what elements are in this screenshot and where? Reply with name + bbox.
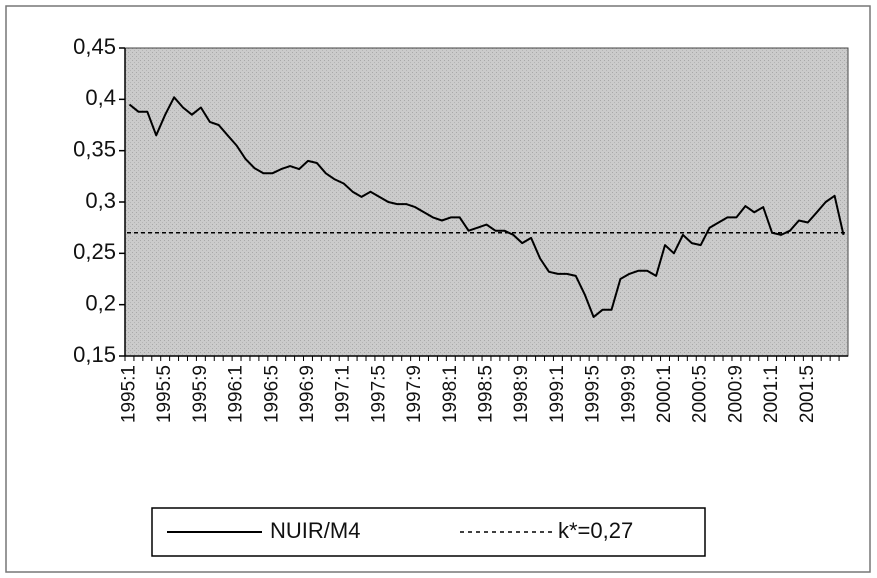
x-tick-label: 1995:9 (190, 365, 211, 423)
x-tick-label: 2001:1 (761, 365, 782, 423)
x-tick-label: 2000:9 (725, 365, 746, 423)
x-tick-label: 1999:1 (547, 365, 568, 423)
data-line (128, 96, 845, 318)
y-tick-label: 0,4 (85, 85, 116, 110)
x-tick-label: 1997:5 (368, 365, 389, 423)
x-tick-label: 1995:1 (118, 365, 139, 423)
y-tick-label: 0,15 (73, 342, 116, 367)
x-tick-label: 1999:9 (618, 365, 639, 423)
x-tick-label: 1999:5 (583, 365, 604, 423)
y-tick-label: 0,45 (73, 34, 116, 59)
x-tick-label: 1996:1 (226, 365, 247, 423)
x-tick-label: 1996:5 (261, 365, 282, 423)
x-tick-label: 1998:5 (476, 365, 497, 423)
y-tick-label: 0,3 (85, 188, 116, 213)
x-tick-label: 1996:9 (297, 365, 318, 423)
x-tick-label: 2000:1 (654, 365, 675, 423)
plot-area (124, 47, 849, 357)
x-tick-label: 1995:5 (154, 365, 175, 423)
x-tick-label: 1997:9 (404, 365, 425, 423)
x-tick-label: 1998:9 (511, 365, 532, 423)
legend-label: NUIR/M4 (270, 518, 360, 543)
x-tick-label: 2001:5 (797, 365, 818, 423)
x-tick-label: 1997:1 (333, 365, 354, 423)
legend-label: k*=0,27 (558, 518, 633, 543)
x-tick-label: 1998:1 (440, 365, 461, 423)
x-tick-label: 2000:5 (690, 365, 711, 423)
y-tick-label: 0,35 (73, 136, 116, 161)
y-tick-label: 0,25 (73, 239, 116, 264)
y-tick-label: 0,2 (85, 290, 116, 315)
